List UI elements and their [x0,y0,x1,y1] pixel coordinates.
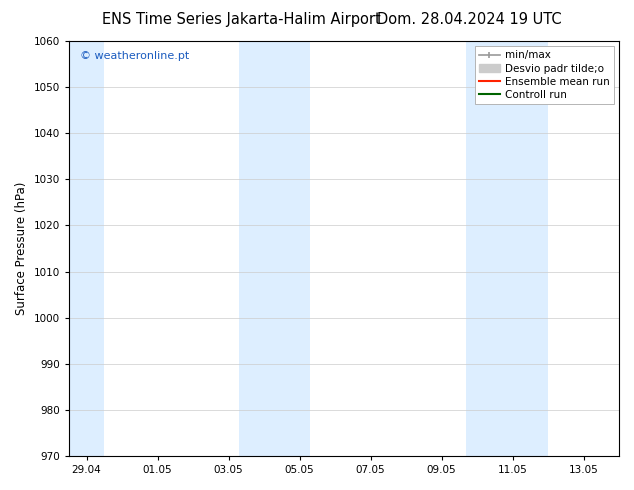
Text: Dom. 28.04.2024 19 UTC: Dom. 28.04.2024 19 UTC [377,12,562,27]
Text: ENS Time Series Jakarta-Halim Airport: ENS Time Series Jakarta-Halim Airport [101,12,380,27]
Text: © weatheronline.pt: © weatheronline.pt [80,51,189,61]
Legend: min/max, Desvio padr tilde;o, Ensemble mean run, Controll run: min/max, Desvio padr tilde;o, Ensemble m… [475,46,614,104]
Bar [239,41,310,456]
Bar [69,41,105,456]
Bar [467,41,548,456]
Y-axis label: Surface Pressure (hPa): Surface Pressure (hPa) [15,182,28,315]
